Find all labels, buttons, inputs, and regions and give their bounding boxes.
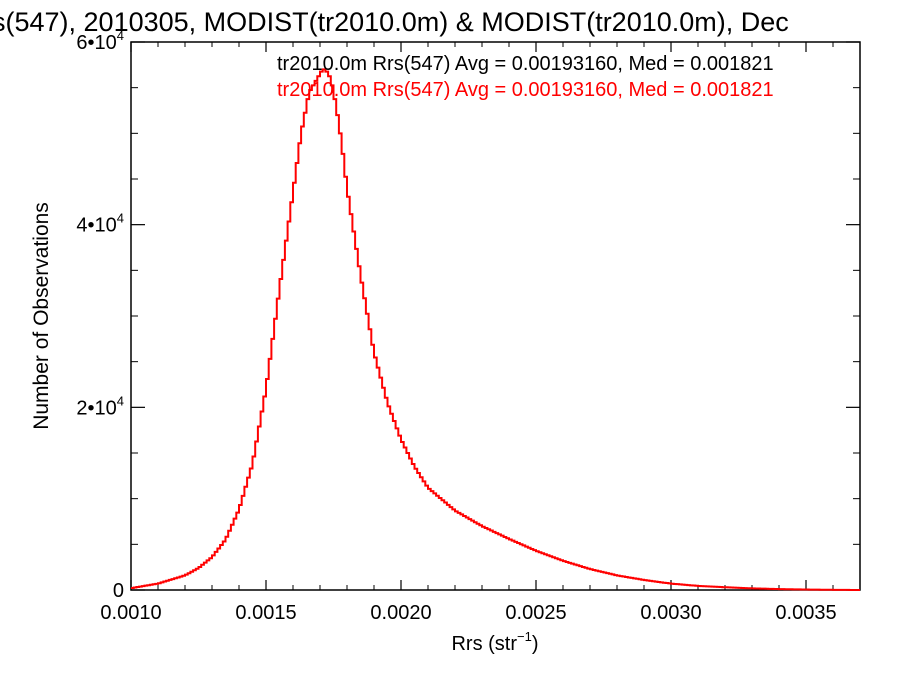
x-axis-label: Rrs (str−1) <box>451 629 538 655</box>
x-tick-label-2: 0.0020 <box>370 602 431 624</box>
x-tick-label-0: 0.0010 <box>100 602 161 624</box>
x-tick-label-3: 0.0025 <box>505 602 566 624</box>
x-tick-label-4: 0.0030 <box>640 602 701 624</box>
chart-title: s(547), 2010305, MODIST(tr2010.0m) & MOD… <box>0 7 789 37</box>
x-axis-ticks: 0.0010 0.0015 0.0020 0.0025 0.0030 0.0035 <box>100 42 861 624</box>
x-tick-label-5: 0.0035 <box>775 602 836 624</box>
y-tick-label-1: 2•104 <box>76 393 124 419</box>
legend-entry-black: tr2010.0m Rrs(547) Avg = 0.00193160, Med… <box>277 53 774 75</box>
y-tick-label-3: 6•104 <box>76 28 124 54</box>
y-tick-label-2: 4•104 <box>76 211 124 237</box>
y-tick-label-0: 0 <box>113 580 124 602</box>
x-tick-label-1: 0.0015 <box>235 602 296 624</box>
y-axis-ticks: 0 2•104 4•104 6•104 <box>76 28 860 602</box>
y-axis-label: Number of Observations <box>30 202 53 430</box>
legend-entry-red: tr2010.0m Rrs(547) Avg = 0.00193160, Med… <box>277 79 774 101</box>
series-line-histogram <box>131 68 860 591</box>
plot-frame <box>130 41 861 591</box>
